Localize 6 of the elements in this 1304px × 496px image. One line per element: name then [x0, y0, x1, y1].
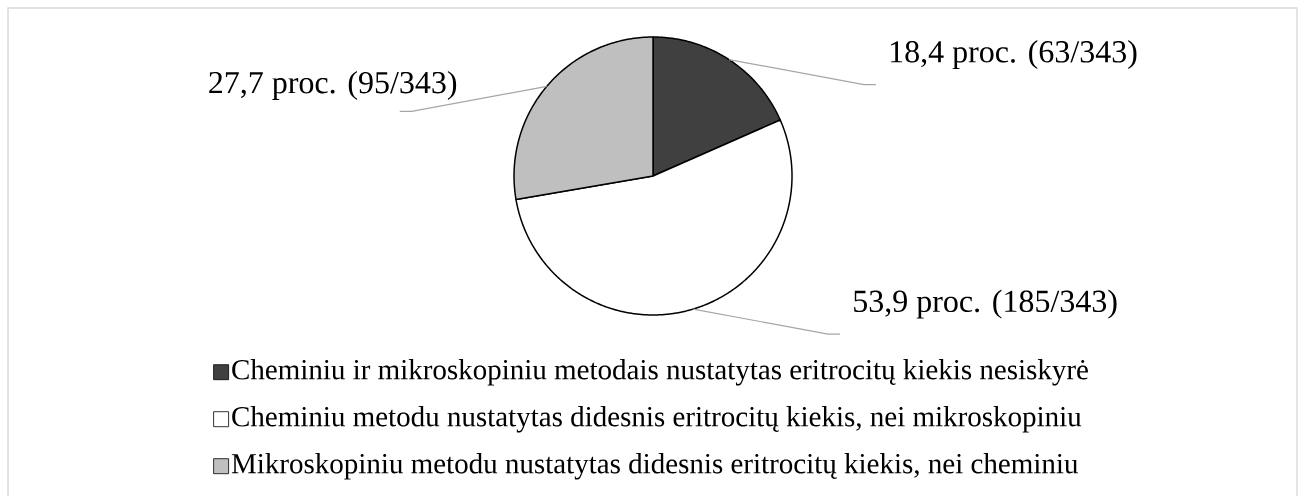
- data-label: 27,7 proc. (95/343): [209, 70, 457, 100]
- legend-label: Mikroskopiniu metodu nustatytas didesnis eritrocitų kiekis, nei cheminiu: [231, 453, 1078, 480]
- data-label: 18,4 proc. (63/343): [890, 40, 1137, 70]
- legend-label: Cheminiu ir mikroskopiniu metodais nustatytas eritrocitų kiekis nesiskyrė: [232, 359, 1088, 386]
- legend-label: Cheminiu metodu nustatytas didesnis eritrocitų kiekis, nei mikroskopiniu: [232, 406, 1082, 433]
- data-label: 53,9 proc. (185/343): [854, 289, 1117, 319]
